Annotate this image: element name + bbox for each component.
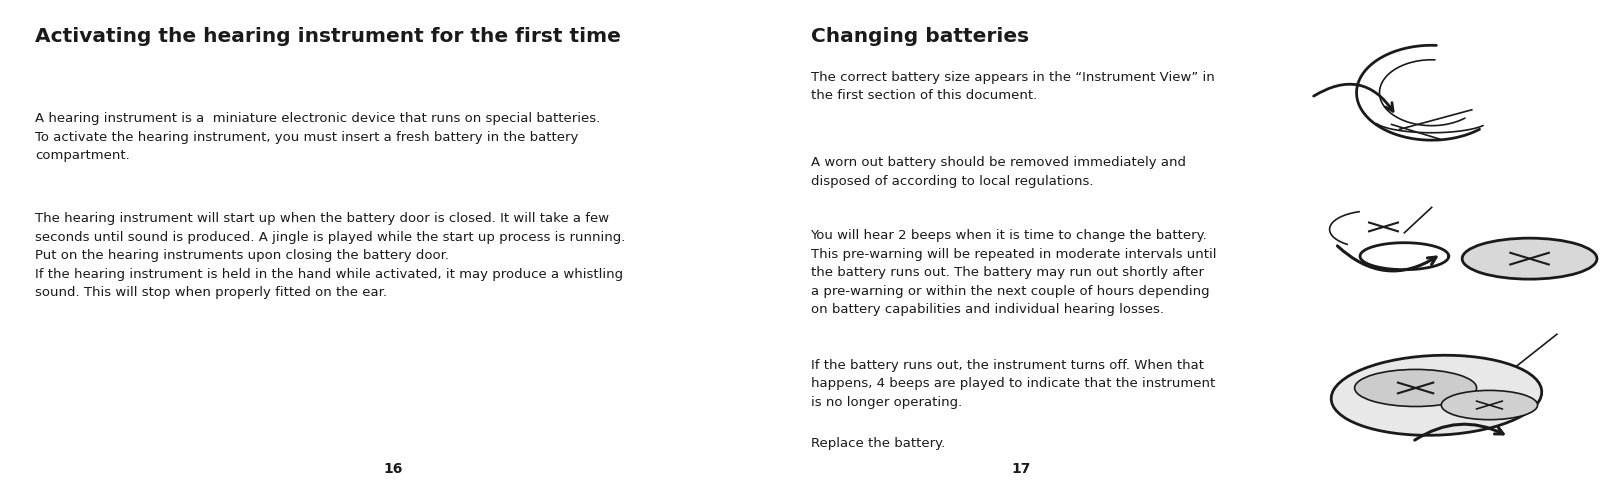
- Text: You will hear 2 beeps when it is time to change the battery.
This pre-warning wi: You will hear 2 beeps when it is time to…: [811, 229, 1217, 316]
- Text: Replace the battery.: Replace the battery.: [811, 437, 945, 450]
- Ellipse shape: [1331, 355, 1542, 435]
- FancyArrowPatch shape: [1337, 246, 1436, 271]
- Text: The hearing instrument will start up when the battery door is closed. It will ta: The hearing instrument will start up whe…: [35, 212, 626, 299]
- FancyArrowPatch shape: [1414, 424, 1504, 440]
- Text: Changing batteries: Changing batteries: [811, 27, 1029, 46]
- FancyArrowPatch shape: [1313, 84, 1393, 111]
- Circle shape: [1462, 238, 1597, 279]
- Text: The correct battery size appears in the “Instrument View” in
the first section o: The correct battery size appears in the …: [811, 71, 1215, 102]
- Text: 16: 16: [384, 462, 403, 476]
- Text: A hearing instrument is a  miniature electronic device that runs on special batt: A hearing instrument is a miniature elec…: [35, 112, 600, 162]
- Text: Activating the hearing instrument for the first time: Activating the hearing instrument for th…: [35, 27, 621, 46]
- Text: If the battery runs out, the instrument turns off. When that
happens, 4 beeps ar: If the battery runs out, the instrument …: [811, 359, 1215, 408]
- Circle shape: [1355, 369, 1477, 407]
- Text: 17: 17: [1011, 462, 1030, 476]
- Circle shape: [1441, 390, 1538, 420]
- Text: A worn out battery should be removed immediately and
disposed of according to lo: A worn out battery should be removed imm…: [811, 156, 1186, 188]
